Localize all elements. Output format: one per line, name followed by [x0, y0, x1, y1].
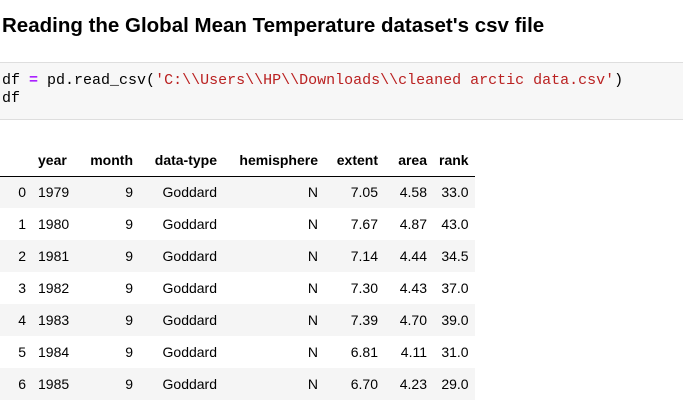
cell-rank: 39.0	[441, 312, 469, 328]
cell-rank: 43.0	[441, 216, 469, 232]
cell-year: 1984	[38, 344, 70, 360]
cell-area: 4.58	[399, 184, 427, 201]
cell-extent: 7.14	[350, 248, 378, 264]
code-line-2: df	[2, 90, 21, 107]
column-header-hemisphere: hemisphere	[223, 144, 324, 177]
cell-extent: 6.81	[350, 344, 378, 360]
cell-rank: 33.0	[441, 184, 469, 201]
cell-year: 1983	[38, 312, 70, 328]
code-function-call: pd.read_csv(	[38, 72, 156, 89]
cell-year: 1979	[38, 184, 70, 201]
cell-month: 9	[125, 248, 133, 264]
table-row: 3 1982 9 Goddard N 7.30 4.43 37.0	[0, 272, 475, 304]
cell-rank: 31.0	[441, 344, 469, 360]
column-header-area: area	[384, 144, 433, 177]
cell-hemisphere: N	[307, 184, 318, 201]
cell-hemisphere: N	[307, 248, 318, 264]
row-index: 2	[18, 248, 26, 264]
cell-year: 1981	[38, 248, 70, 264]
cell-rank: 34.5	[441, 248, 469, 264]
cell-extent: 6.70	[350, 376, 378, 392]
code-editor[interactable]: df = pd.read_csv('C:\\Users\\HP\\Downloa…	[2, 72, 623, 108]
cell-year: 1980	[38, 216, 70, 232]
code-string-path: 'C:\\Users\\HP\\Downloads\\cleaned arcti…	[155, 72, 615, 89]
code-close-paren: )	[614, 72, 624, 89]
cell-rank: 29.0	[441, 376, 469, 392]
code-variable: df	[2, 72, 30, 89]
cell-data-type: Goddard	[162, 248, 217, 264]
column-header-extent: extent	[324, 144, 384, 177]
column-header-year: year	[32, 144, 78, 177]
cell-hemisphere: N	[307, 376, 318, 392]
table-row: 5 1984 9 Goddard N 6.81 4.11 31.0	[0, 336, 475, 368]
cell-extent: 7.39	[350, 312, 378, 328]
cell-area: 4.11	[400, 344, 427, 360]
table-row: 1 1980 9 Goddard N 7.67 4.87 43.0	[0, 208, 475, 240]
column-header-index	[0, 144, 32, 177]
section-heading: Reading the Global Mean Temperature data…	[2, 14, 545, 37]
table-row: 2 1981 9 Goddard N 7.14 4.44 34.5	[0, 240, 475, 272]
cell-data-type: Goddard	[162, 376, 217, 392]
column-header-month: month	[78, 144, 139, 177]
cell-data-type: Goddard	[162, 344, 217, 360]
cell-area: 4.44	[399, 248, 427, 264]
cell-month: 9	[125, 312, 133, 328]
cell-extent: 7.30	[350, 280, 378, 296]
cell-hemisphere: N	[307, 312, 318, 328]
cell-extent: 7.67	[350, 216, 378, 232]
cell-month: 9	[125, 216, 133, 232]
cell-year: 1985	[38, 376, 70, 392]
cell-rank: 37.0	[441, 280, 469, 296]
cell-hemisphere: N	[307, 344, 318, 360]
cell-extent: 7.05	[350, 184, 378, 201]
row-index: 1	[18, 216, 26, 232]
row-index: 3	[18, 280, 26, 296]
cell-month: 9	[125, 344, 133, 360]
cell-month: 9	[125, 280, 133, 296]
cell-data-type: Goddard	[162, 184, 217, 201]
row-index: 4	[18, 312, 26, 328]
table-row: 6 1985 9 Goddard N 6.70 4.23 29.0	[0, 368, 475, 400]
cell-data-type: Goddard	[162, 312, 217, 328]
cell-area: 4.87	[399, 216, 427, 232]
cell-data-type: Goddard	[162, 280, 217, 296]
cell-year: 1982	[38, 280, 70, 296]
cell-hemisphere: N	[307, 216, 318, 232]
table-row: 0 1979 9 Goddard N 7.05 4.58 33.0	[0, 176, 475, 208]
cell-data-type: Goddard	[162, 216, 217, 232]
cell-area: 4.43	[399, 280, 427, 296]
table-row: 4 1983 9 Goddard N 7.39 4.70 39.0	[0, 304, 475, 336]
column-header-rank: rank	[433, 144, 475, 177]
cell-area: 4.23	[399, 376, 427, 392]
table-header-row: year month data-type hemisphere extent a…	[0, 144, 475, 177]
cell-month: 9	[125, 184, 133, 201]
row-index: 0	[18, 184, 26, 201]
code-cell[interactable]: df = pd.read_csv('C:\\Users\\HP\\Downloa…	[0, 62, 683, 120]
column-header-data-type: data-type	[139, 144, 223, 177]
cell-area: 4.70	[399, 312, 427, 328]
row-index: 5	[18, 344, 26, 360]
dataframe-output: year month data-type hemisphere extent a…	[0, 144, 475, 400]
cell-hemisphere: N	[307, 280, 318, 296]
row-index: 6	[18, 376, 26, 392]
cell-month: 9	[125, 376, 133, 392]
code-operator: =	[29, 72, 39, 89]
